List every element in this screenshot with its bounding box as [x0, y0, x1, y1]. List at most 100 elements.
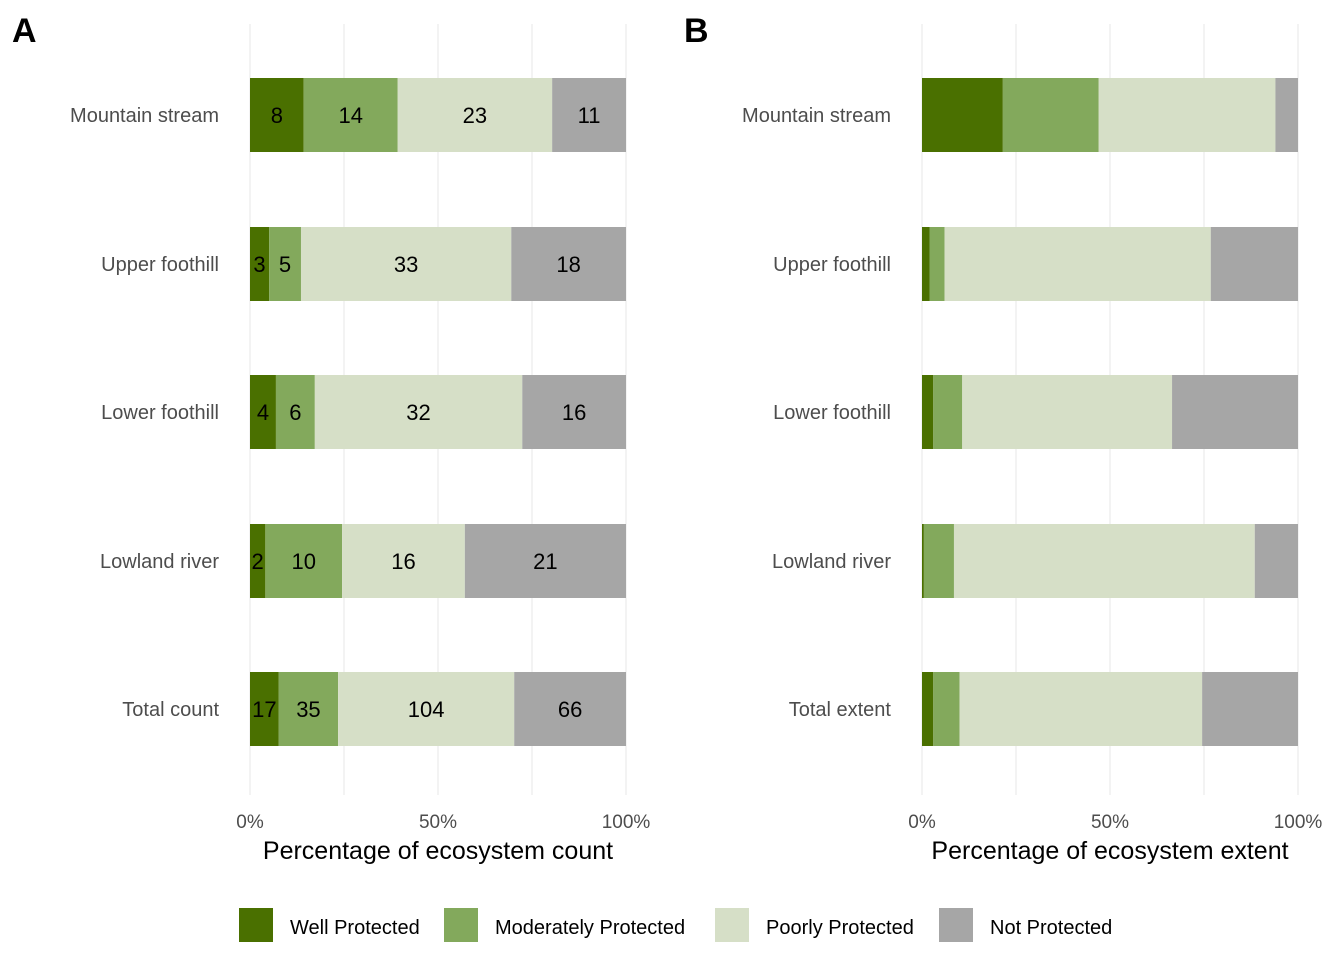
- data-label: 8: [271, 103, 283, 128]
- data-label: 21: [533, 549, 557, 574]
- bar-segment-poorly-protected: [959, 672, 1203, 746]
- panel-b: B Mountain stream Upper foothill Lower foot…: [684, 12, 1322, 865]
- legend-label: Not Protected: [990, 917, 1112, 939]
- legend-item-poorly-protected: Poorly Protected: [715, 908, 914, 942]
- bar-row-upper-foothill: [922, 227, 1298, 301]
- data-label: 23: [463, 103, 487, 128]
- data-label: 18: [556, 252, 580, 277]
- data-label: 35: [296, 697, 320, 722]
- bar-segment-moderately-protected: [929, 227, 945, 301]
- bar-segment-poorly-protected: [314, 375, 523, 449]
- data-label: 32: [406, 400, 430, 425]
- bar-row-total-extent: [922, 672, 1298, 746]
- bar-segment-moderately-protected: [275, 375, 315, 449]
- panel-tag-a: A: [12, 12, 37, 50]
- category-label: Upper foothill: [101, 254, 219, 276]
- bar-segment-moderately-protected: [303, 78, 398, 152]
- x-axis-title: Percentage of ecosystem extent: [931, 837, 1288, 865]
- data-label: 5: [279, 252, 291, 277]
- bar-segment-not-protected: [1202, 672, 1298, 746]
- bar-segment-poorly-protected: [338, 672, 515, 746]
- data-label: 14: [338, 103, 362, 128]
- data-label: 16: [391, 549, 415, 574]
- bar-segment-poorly-protected: [342, 524, 465, 598]
- bar-segment-moderately-protected: [933, 672, 960, 746]
- x-tick-label: 0%: [908, 812, 936, 833]
- data-label: 33: [394, 252, 418, 277]
- category-label: Total extent: [789, 699, 892, 721]
- panel-tag-b: B: [684, 12, 709, 50]
- bar-segment-poorly-protected: [962, 375, 1173, 449]
- bar-segment-well-protected: [250, 78, 304, 152]
- bar-segment-not-protected: [552, 78, 626, 152]
- bar-segment-well-protected: [250, 227, 270, 301]
- bar-segment-not-protected: [1254, 524, 1298, 598]
- bar-segment-not-protected: [1172, 375, 1298, 449]
- category-label: Lowland river: [100, 551, 219, 573]
- legend-item-moderately-protected: Moderately Protected: [444, 908, 685, 942]
- legend-label: Moderately Protected: [495, 917, 685, 939]
- category-label: Lowland river: [772, 551, 891, 573]
- x-tick-label: 50%: [419, 812, 457, 833]
- bar-row-mountain-stream: 8 14 23 11: [250, 78, 626, 152]
- data-label: 10: [291, 549, 315, 574]
- x-tick-label: 50%: [1091, 812, 1129, 833]
- legend-swatch: [444, 908, 478, 942]
- category-label: Lower foothill: [773, 402, 891, 424]
- category-label: Upper foothill: [773, 254, 891, 276]
- category-label: Lower foothill: [101, 402, 219, 424]
- bar-segment-not-protected: [514, 672, 626, 746]
- bar-segment-well-protected: [922, 78, 1003, 152]
- bar-segment-well-protected: [922, 672, 934, 746]
- bar-segment-well-protected: [250, 375, 276, 449]
- bar-segment-poorly-protected: [397, 78, 553, 152]
- x-axis-title: Percentage of ecosystem count: [263, 837, 613, 865]
- data-label: 66: [558, 697, 582, 722]
- bar-segment-well-protected: [922, 524, 924, 598]
- legend-swatch: [239, 908, 273, 942]
- legend-label: Poorly Protected: [766, 917, 914, 939]
- category-label: Mountain stream: [742, 105, 891, 127]
- legend-item-well-protected: Well Protected: [239, 908, 420, 942]
- category-label: Total count: [122, 699, 219, 721]
- bar-segment-poorly-protected: [953, 524, 1255, 598]
- data-label: 6: [289, 400, 301, 425]
- bar-segment-moderately-protected: [265, 524, 343, 598]
- bar-row-lowland-river: 2 10 16 21: [250, 524, 626, 598]
- bar-row-upper-foothill: 3 5 33 18: [250, 227, 626, 301]
- bar-segment-moderately-protected: [933, 375, 963, 449]
- bar-segment-poorly-protected: [300, 227, 512, 301]
- data-label: 3: [253, 252, 265, 277]
- bar-segment-not-protected: [1275, 78, 1298, 152]
- data-label: 11: [578, 103, 601, 128]
- legend-swatch: [715, 908, 749, 942]
- data-label: 4: [257, 400, 269, 425]
- legend: Well Protected Moderately Protected Poorly…: [239, 908, 1112, 942]
- bar-row-total-count: 17 35 104 66: [250, 672, 626, 746]
- legend-swatch: [939, 908, 973, 942]
- bar-segment-well-protected: [250, 672, 279, 746]
- bar-row-lower-foothill: 4 6 32 16: [250, 375, 626, 449]
- panel-a: A 8 14 23 11 Mountain stream 3 5 33 18 Upper footh…: [12, 12, 650, 865]
- bar-segment-not-protected: [522, 375, 626, 449]
- bar-segment-well-protected: [922, 375, 934, 449]
- legend-item-not-protected: Not Protected: [939, 908, 1112, 942]
- data-label: 16: [562, 400, 586, 425]
- bar-segment-well-protected: [250, 524, 266, 598]
- data-label: 17: [252, 697, 276, 722]
- bar-row-mountain-stream: [922, 78, 1298, 152]
- category-label: Mountain stream: [70, 105, 219, 127]
- bar-row-lowland-river: [922, 524, 1298, 598]
- legend-label: Well Protected: [290, 917, 420, 939]
- x-tick-label: 100%: [1274, 812, 1323, 833]
- bar-segment-moderately-protected: [278, 672, 339, 746]
- bar-segment-well-protected: [922, 227, 930, 301]
- bar-row-lower-foothill: [922, 375, 1298, 449]
- bar-segment-not-protected: [511, 227, 626, 301]
- bar-segment-moderately-protected: [923, 524, 954, 598]
- data-label: 104: [408, 697, 445, 722]
- x-tick-label: 0%: [236, 812, 264, 833]
- bar-segment-not-protected: [1210, 227, 1298, 301]
- bar-segment-poorly-protected: [944, 227, 1211, 301]
